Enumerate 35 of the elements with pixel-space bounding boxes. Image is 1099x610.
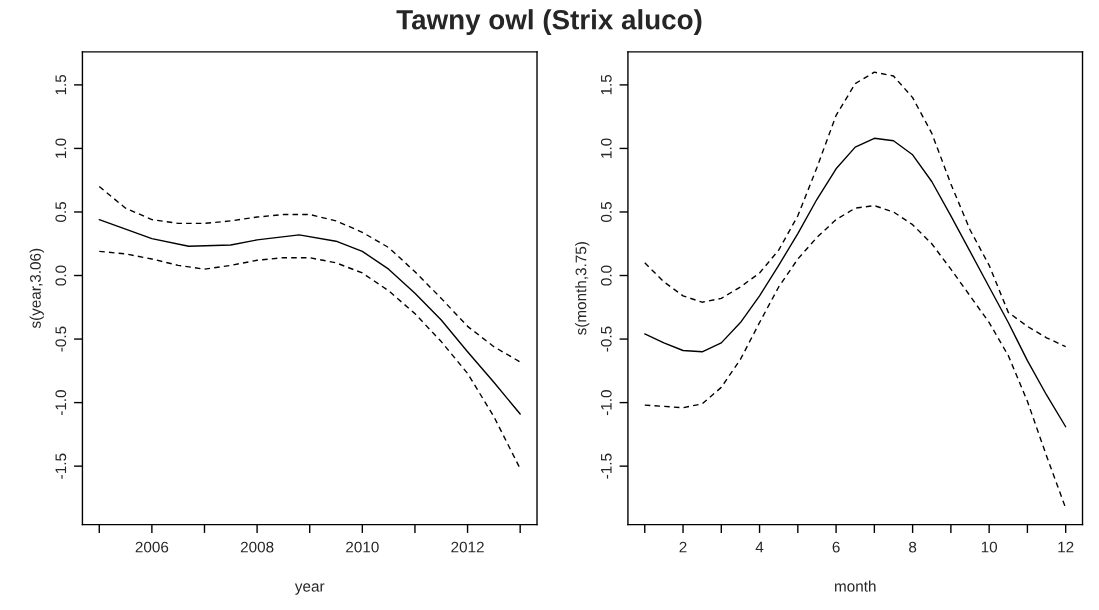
line-series <box>644 137 1067 428</box>
x-tick-label: 2012 <box>451 541 484 553</box>
x-tick-label: 6 <box>832 541 840 553</box>
y-tick-label: -1.5 <box>55 453 67 479</box>
y-tick-label: 1.5 <box>55 74 67 95</box>
chart-title: Tawny owl (Strix aluco) <box>396 9 702 36</box>
x-tick-label: 2006 <box>135 541 169 553</box>
line-series <box>644 71 1067 348</box>
x-axis-title: month <box>835 580 876 592</box>
y-axis-title: s(year,3.06) <box>29 248 44 329</box>
x-axis-title: year <box>294 583 325 595</box>
x-tick-label: 2 <box>679 541 687 553</box>
x-tick-label: 12 <box>1058 541 1074 553</box>
line-series <box>98 218 521 415</box>
y-axis-title: s(month,3.75) <box>575 242 590 335</box>
y-tick-label: -1.0 <box>600 390 612 416</box>
y-tick-label: 0.0 <box>600 265 612 286</box>
y-tick-label: 1.0 <box>600 138 612 158</box>
y-tick-label: 0.0 <box>55 265 67 286</box>
y-tick-label: 0.5 <box>55 202 67 222</box>
y-tick-label: -1.0 <box>55 390 67 416</box>
y-tick-label: -0.5 <box>55 326 67 352</box>
line-series <box>98 250 521 470</box>
x-tick-label: 4 <box>755 541 764 553</box>
x-tick-label: 8 <box>909 541 917 553</box>
line-series <box>644 204 1067 509</box>
x-tick-label: 2008 <box>240 541 274 553</box>
line-series <box>98 185 521 363</box>
y-tick-label: -0.5 <box>600 326 612 352</box>
y-tick-label: 0.5 <box>600 202 612 222</box>
x-tick-label: 2010 <box>346 541 379 553</box>
y-tick-label: 1.5 <box>601 74 612 95</box>
x-tick-label: 10 <box>981 541 998 553</box>
y-tick-label: -1.5 <box>601 453 612 479</box>
y-tick-label: 1.0 <box>55 138 67 158</box>
